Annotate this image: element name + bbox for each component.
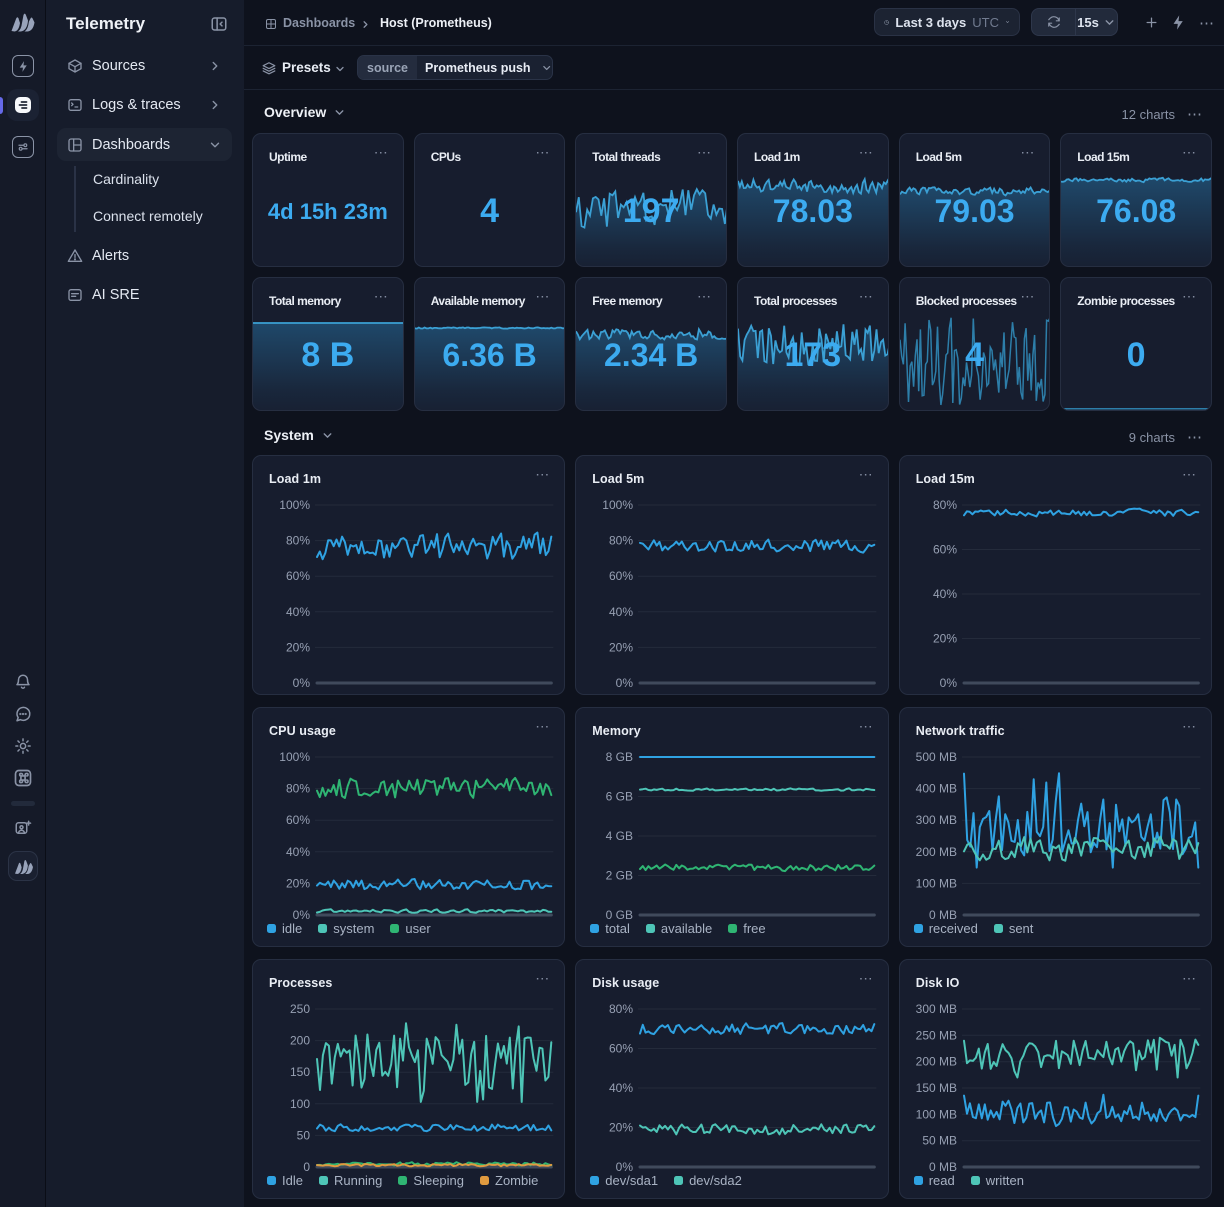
svg-text:60%: 60% xyxy=(286,569,310,583)
svg-text:40%: 40% xyxy=(609,605,633,619)
svg-text:400 MB: 400 MB xyxy=(915,782,956,796)
svg-text:40%: 40% xyxy=(933,587,957,601)
svg-text:100: 100 xyxy=(290,1097,310,1111)
svg-text:20%: 20% xyxy=(286,876,310,890)
svg-text:40%: 40% xyxy=(286,845,310,859)
svg-text:0 MB: 0 MB xyxy=(929,908,957,922)
svg-text:300 MB: 300 MB xyxy=(915,1002,956,1016)
svg-text:6 GB: 6 GB xyxy=(606,790,633,804)
svg-text:0 GB: 0 GB xyxy=(606,908,633,922)
svg-text:80%: 80% xyxy=(609,534,633,548)
svg-text:80%: 80% xyxy=(609,1002,633,1016)
svg-text:100 MB: 100 MB xyxy=(915,1107,956,1121)
svg-text:150 MB: 150 MB xyxy=(915,1081,956,1095)
svg-text:500 MB: 500 MB xyxy=(915,750,956,764)
svg-text:60%: 60% xyxy=(286,813,310,827)
svg-text:8 GB: 8 GB xyxy=(606,750,633,764)
svg-text:0%: 0% xyxy=(293,908,311,922)
svg-text:250: 250 xyxy=(290,1002,310,1016)
svg-text:50 MB: 50 MB xyxy=(922,1134,957,1148)
svg-text:60%: 60% xyxy=(609,569,633,583)
svg-text:100%: 100% xyxy=(279,750,310,764)
svg-text:200 MB: 200 MB xyxy=(915,1055,956,1069)
svg-text:80%: 80% xyxy=(286,782,310,796)
svg-text:0%: 0% xyxy=(616,1160,634,1174)
svg-text:50: 50 xyxy=(297,1128,311,1142)
svg-text:60%: 60% xyxy=(609,1042,633,1056)
svg-text:40%: 40% xyxy=(286,605,310,619)
svg-text:80%: 80% xyxy=(286,534,310,548)
svg-text:0%: 0% xyxy=(616,676,634,690)
svg-text:0%: 0% xyxy=(293,676,311,690)
svg-text:100 MB: 100 MB xyxy=(915,876,956,890)
svg-text:250 MB: 250 MB xyxy=(915,1028,956,1042)
svg-text:0%: 0% xyxy=(939,676,957,690)
svg-text:300 MB: 300 MB xyxy=(915,813,956,827)
svg-text:100%: 100% xyxy=(603,498,634,512)
svg-text:4 GB: 4 GB xyxy=(606,829,633,843)
svg-text:0 MB: 0 MB xyxy=(929,1160,957,1174)
svg-text:20%: 20% xyxy=(609,1121,633,1135)
svg-text:2 GB: 2 GB xyxy=(606,869,633,883)
svg-text:40%: 40% xyxy=(609,1081,633,1095)
svg-text:100%: 100% xyxy=(279,498,310,512)
svg-text:200 MB: 200 MB xyxy=(915,845,956,859)
svg-text:20%: 20% xyxy=(609,640,633,654)
svg-text:20%: 20% xyxy=(933,632,957,646)
svg-text:80%: 80% xyxy=(933,498,957,512)
svg-text:20%: 20% xyxy=(286,640,310,654)
svg-text:60%: 60% xyxy=(933,543,957,557)
svg-text:0: 0 xyxy=(303,1160,310,1174)
svg-text:200: 200 xyxy=(290,1034,310,1048)
svg-text:150: 150 xyxy=(290,1065,310,1079)
